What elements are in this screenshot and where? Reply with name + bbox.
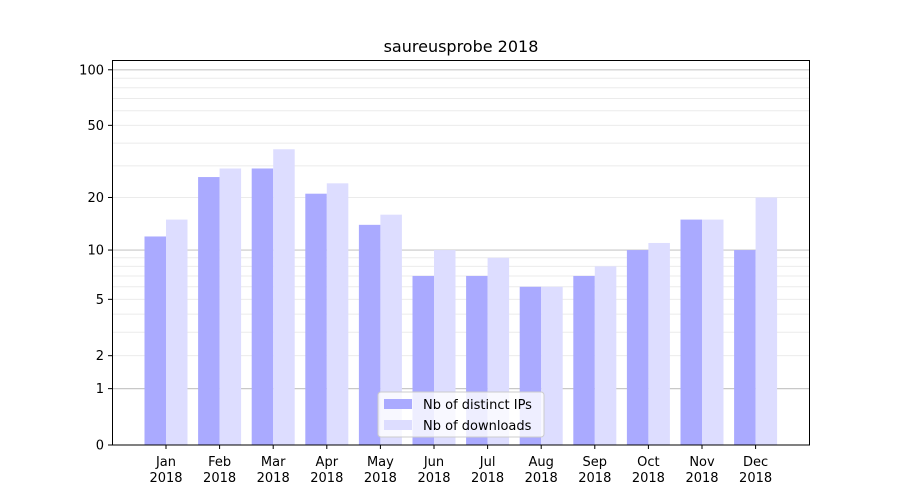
bar-distinct-ips [573, 275, 595, 445]
bar-downloads [594, 266, 617, 445]
x-tick-label-year: 2018 [364, 471, 397, 486]
y-tick-label: 100 [79, 63, 104, 78]
bar-downloads [702, 219, 724, 445]
x-tick-label-month: Dec [743, 455, 768, 470]
x-tick-label-year: 2018 [578, 471, 611, 486]
bar-distinct-ips [198, 177, 220, 445]
bar-downloads [380, 214, 402, 445]
bar-distinct-ips [358, 224, 381, 445]
x-axis: Jan2018Feb2018Mar2018Apr2018May2018Jun20… [149, 445, 772, 486]
x-tick-label-month: Sep [583, 455, 608, 470]
x-tick-label-year: 2018 [471, 471, 504, 486]
chart-title: saureusprobe 2018 [384, 37, 539, 56]
bar-downloads [648, 242, 670, 445]
x-tick-label-year: 2018 [632, 471, 665, 486]
bar-downloads [166, 219, 188, 445]
x-tick-label-month: Jan [155, 455, 176, 470]
bar-downloads [326, 183, 349, 445]
bar-distinct-ips [144, 236, 166, 445]
x-tick-label-month: Jul [479, 455, 496, 470]
x-tick-label-month: Jun [423, 455, 444, 470]
x-tick-label-month: Apr [316, 455, 339, 470]
y-tick-label: 5 [96, 293, 104, 308]
x-tick-label-year: 2018 [203, 471, 236, 486]
legend-label-distinct-ips: Nb of distinct IPs [423, 398, 532, 413]
bar-distinct-ips [626, 250, 649, 445]
y-axis: 0 1 2 5 10 20 50 100 [79, 63, 112, 454]
bar-downloads [219, 168, 242, 445]
y-tick-label: 2 [96, 349, 104, 364]
legend-swatch-distinct-ips [384, 399, 412, 409]
x-tick-label-year: 2018 [525, 471, 558, 486]
legend-label-downloads: Nb of downloads [423, 419, 532, 434]
bar-distinct-ips [305, 193, 327, 445]
legend: Nb of distinct IPs Nb of downloads [377, 391, 545, 438]
x-tick-label-year: 2018 [685, 471, 718, 486]
x-tick-label-month: Feb [208, 455, 231, 470]
plot-frame [112, 60, 810, 446]
x-tick-label-month: Aug [529, 455, 554, 470]
x-tick-label-year: 2018 [739, 471, 772, 486]
y-tick-label: 10 [87, 244, 104, 259]
y-tick-label: 1 [96, 382, 104, 397]
x-tick-label-month: Mar [261, 455, 286, 470]
x-tick-label-month: Oct [637, 455, 659, 470]
x-tick-label-year: 2018 [257, 471, 290, 486]
x-tick-label-year: 2018 [149, 471, 182, 486]
bar-downloads [541, 286, 563, 445]
bar-downloads [273, 149, 295, 445]
bar-downloads [755, 197, 778, 445]
bar-distinct-ips [734, 250, 756, 445]
x-tick-label-year: 2018 [417, 471, 450, 486]
y-tick-label: 50 [87, 119, 104, 134]
legend-box [377, 391, 545, 438]
x-tick-label-month: May [367, 455, 394, 470]
y-tick-label: 20 [87, 191, 104, 206]
y-tick-label: 0 [96, 439, 104, 454]
x-tick-label-month: Nov [689, 455, 715, 470]
bar-distinct-ips [251, 168, 274, 445]
bar-distinct-ips [680, 219, 702, 445]
x-tick-label-year: 2018 [310, 471, 343, 486]
legend-swatch-downloads [384, 420, 412, 430]
